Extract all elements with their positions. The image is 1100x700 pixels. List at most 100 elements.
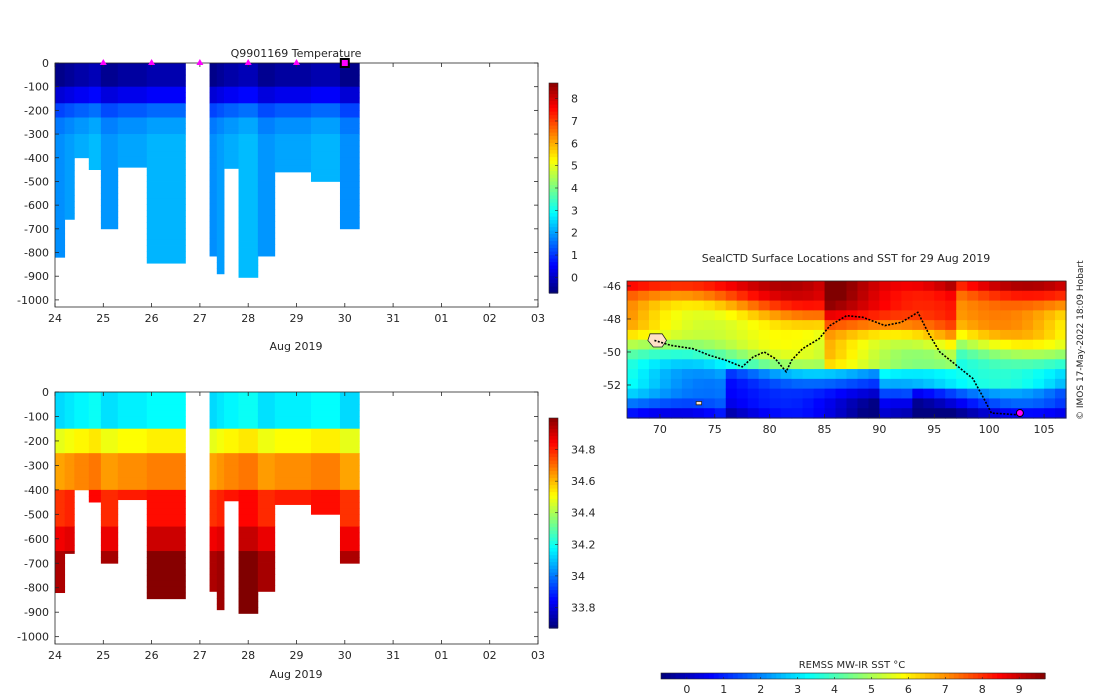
temperature-cell — [64, 110, 75, 118]
sst-cell — [747, 339, 760, 351]
sst-cell — [769, 290, 782, 302]
temperature-cell — [339, 134, 360, 141]
salinity-colorbar-band — [549, 572, 558, 577]
sst-cell — [923, 388, 935, 400]
temperature-cell — [55, 157, 66, 164]
sst-cell — [681, 300, 694, 311]
temperature-cell — [216, 233, 225, 240]
salinity-cell — [146, 483, 186, 491]
salinity-cell — [216, 598, 225, 605]
salinity-cell — [64, 440, 75, 448]
sst-colorbar-band — [1030, 673, 1036, 679]
sst-cell — [901, 320, 913, 331]
sst-cell — [1033, 339, 1045, 351]
salinity-cell — [274, 416, 312, 423]
temperature-cell — [117, 110, 148, 118]
sst-cell — [967, 388, 979, 400]
sst-cell — [1022, 349, 1034, 360]
sst-cell — [780, 290, 793, 302]
sst-cell — [703, 408, 716, 419]
salinity-cell — [216, 532, 225, 540]
sst-cell — [1000, 398, 1012, 409]
temperature-cell — [339, 169, 360, 176]
salinity-cell — [100, 557, 119, 564]
map-x-tick-label: 85 — [818, 423, 832, 436]
sst-cell — [747, 300, 760, 311]
temperature-cell — [274, 68, 312, 76]
temperature-cell — [216, 268, 225, 275]
salinity-cell — [216, 551, 225, 558]
sst-cell — [725, 369, 738, 380]
temperature-cell — [74, 145, 90, 153]
temperature-cell — [209, 250, 218, 257]
sst-colorbar-band — [728, 673, 734, 679]
salinity-cell — [274, 392, 312, 399]
temperature-cell — [88, 117, 102, 124]
sst-cell — [637, 281, 650, 292]
salinity-cell — [146, 410, 186, 417]
sst-cell — [923, 378, 935, 390]
temperature-cell — [209, 168, 218, 176]
salinity-x-tick-label: 25 — [96, 649, 110, 662]
temperature-cell — [100, 92, 119, 99]
salinity-cell — [146, 398, 186, 405]
temperature-colorbar-band — [549, 100, 558, 105]
salinity-cell — [216, 544, 225, 552]
salinity-cell — [74, 447, 90, 454]
salinity-cell — [238, 582, 259, 589]
salinity-cell — [64, 404, 75, 411]
sst-cell — [813, 398, 826, 409]
sst-cell — [1011, 369, 1023, 380]
sst-cell — [1033, 310, 1045, 321]
salinity-cell — [55, 508, 66, 515]
temperature-cell — [216, 163, 225, 170]
sst-cell — [901, 378, 913, 390]
sst-cell — [857, 408, 870, 419]
salinity-cell — [55, 465, 66, 472]
temperature-cell — [209, 157, 218, 164]
sst-cell — [703, 378, 716, 390]
sst-cell — [912, 408, 924, 419]
temperature-colorbar-band — [549, 209, 558, 214]
temperature-cell — [117, 97, 148, 104]
temperature-x-tick-label: 30 — [338, 312, 352, 325]
temperature-cell — [55, 192, 66, 199]
sst-colorbar-band — [1006, 673, 1012, 679]
sst-cell — [703, 281, 716, 292]
sst-colorbar-band — [953, 673, 960, 679]
sst-cell — [670, 310, 683, 321]
temperature-colorbar-band — [549, 167, 558, 172]
salinity-cell — [55, 538, 66, 546]
temperature-cell — [274, 110, 312, 118]
sst-cell — [703, 359, 716, 370]
temperature-cell — [88, 92, 102, 99]
temperature-cell — [88, 74, 102, 82]
salinity-cell — [216, 489, 225, 497]
temperature-cell — [310, 92, 341, 99]
temperature-cell — [339, 163, 360, 171]
salinity-cell — [339, 538, 360, 546]
salinity-cell — [339, 465, 360, 472]
temperature-cell — [88, 110, 102, 118]
temperature-cell — [216, 68, 225, 76]
salinity-cell — [238, 404, 259, 411]
sst-cell — [1011, 290, 1023, 302]
salinity-cell — [216, 574, 225, 581]
sst-colorbar-band — [819, 673, 825, 679]
sst-cell — [857, 388, 870, 400]
salinity-cell — [257, 483, 276, 491]
temperature-cell — [64, 194, 75, 202]
sst-cell — [879, 408, 891, 419]
salinity-x-axis-label: Aug 2019 — [270, 668, 323, 681]
sst-cell — [659, 388, 672, 400]
salinity-cell — [209, 585, 218, 592]
map-y-tick-label: -46 — [603, 280, 621, 293]
salinity-cell — [216, 556, 225, 564]
temperature-cell — [339, 193, 360, 200]
temperature-cell — [339, 117, 360, 124]
sst-cell — [703, 369, 716, 380]
temperature-cell — [257, 74, 276, 82]
temperature-cell — [339, 80, 360, 88]
sst-cell — [978, 329, 990, 341]
sst-colorbar-band — [915, 673, 921, 679]
